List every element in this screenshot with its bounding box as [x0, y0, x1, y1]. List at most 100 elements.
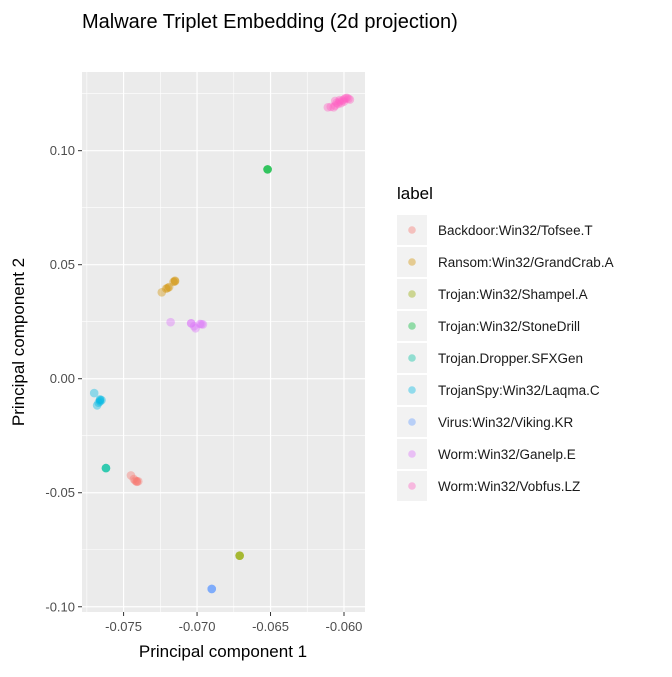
legend-label: Worm:Win32/Ganelp.E	[438, 447, 576, 462]
legend-key	[397, 407, 427, 437]
legend-swatch	[408, 322, 416, 330]
data-point	[170, 276, 180, 285]
data-point	[197, 319, 206, 329]
x-tick-label: -0.070	[179, 619, 216, 634]
legend-key	[397, 343, 427, 373]
data-point	[339, 95, 349, 104]
data-point	[164, 282, 174, 292]
legend-swatch	[408, 418, 416, 426]
data-point	[333, 99, 343, 109]
legend-swatch	[408, 258, 416, 266]
data-point	[89, 388, 99, 398]
data-point	[126, 471, 136, 480]
data-point	[198, 320, 208, 329]
data-point	[336, 98, 346, 108]
data-point	[235, 551, 244, 560]
data-point	[326, 102, 336, 112]
y-axis: -0.10 -0.05 0.00 0.05 0.10	[45, 143, 82, 614]
data-point	[101, 463, 111, 473]
legend-key	[397, 247, 427, 277]
data-point	[263, 165, 272, 174]
legend-label: TrojanSpy:Win32/Laqma.C	[438, 383, 600, 398]
data-point	[338, 96, 347, 105]
y-axis-label: Principal component 2	[9, 258, 28, 426]
legend-item: Worm:Win32/Vobfus.LZ	[397, 471, 580, 501]
legend-label: Trojan:Win32/StoneDrill	[438, 319, 580, 334]
plot-panel	[82, 72, 365, 612]
legend-swatch	[408, 386, 416, 394]
data-point	[95, 397, 105, 406]
legend-key	[397, 375, 427, 405]
legend-label: Backdoor:Win32/Tofsee.T	[438, 223, 593, 238]
data-point	[207, 584, 217, 594]
legend-swatch	[408, 482, 416, 490]
data-point	[330, 96, 340, 106]
legend-key	[397, 279, 427, 309]
legend-label: Virus:Win32/Viking.KR	[438, 415, 574, 430]
data-point	[339, 97, 349, 106]
legend-label: Trojan.Dropper.SFXGen	[438, 351, 583, 366]
legend-label: Ransom:Win32/GrandCrab.A	[438, 255, 614, 270]
y-tick-label: -0.10	[45, 599, 75, 614]
data-point	[329, 103, 339, 112]
data-point	[131, 476, 140, 485]
legend-item: Trojan:Win32/Shampel.A	[397, 279, 588, 309]
data-point	[101, 463, 111, 473]
legend-key	[397, 439, 427, 469]
x-tick-label: -0.060	[326, 619, 363, 634]
data-point	[207, 584, 217, 594]
legend-key	[397, 311, 427, 341]
legend-item: Worm:Win32/Ganelp.E	[397, 439, 576, 469]
x-axis: -0.075 -0.070 -0.065 -0.060	[105, 612, 362, 634]
legend-title: label	[397, 184, 433, 203]
legend-item: Virus:Win32/Viking.KR	[397, 407, 574, 437]
data-point	[161, 284, 171, 293]
data-point	[95, 394, 105, 404]
legend-item: Trojan:Win32/StoneDrill	[397, 311, 580, 341]
data-point	[170, 277, 180, 286]
data-point	[186, 319, 196, 328]
legend-label: Worm:Win32/Vobfus.LZ	[438, 479, 580, 494]
data-point	[101, 463, 111, 473]
y-tick-label: 0.05	[50, 257, 75, 272]
legend-label: Trojan:Win32/Shampel.A	[438, 287, 588, 302]
data-point	[95, 395, 105, 405]
data-point	[166, 317, 175, 327]
data-point	[133, 477, 143, 486]
data-point	[132, 477, 142, 487]
data-point	[163, 283, 172, 293]
data-point	[195, 319, 205, 329]
data-point	[92, 401, 102, 410]
data-point	[323, 103, 333, 112]
legend-key	[397, 215, 427, 245]
data-point	[97, 395, 106, 405]
data-point	[335, 97, 344, 106]
data-point	[332, 98, 341, 108]
legend-item: Trojan.Dropper.SFXGen	[397, 343, 583, 373]
data-point	[94, 398, 103, 407]
data-points	[89, 93, 355, 594]
grid-lines	[82, 72, 365, 612]
data-point	[263, 165, 272, 174]
data-point	[129, 474, 139, 484]
data-point	[263, 165, 272, 174]
y-tick-label: -0.05	[45, 485, 75, 500]
chart-title: Malware Triplet Embedding (2d projection…	[82, 11, 458, 33]
data-point	[344, 94, 353, 103]
data-point	[235, 551, 244, 560]
data-point	[189, 321, 199, 331]
data-point	[335, 95, 344, 105]
x-tick-label: -0.075	[105, 619, 142, 634]
data-point	[341, 93, 350, 103]
legend: Backdoor:Win32/Tofsee.T Ransom:Win32/Gran…	[397, 215, 614, 501]
data-point	[345, 95, 355, 104]
legend-item: Backdoor:Win32/Tofsee.T	[397, 215, 593, 245]
legend-swatch	[408, 450, 416, 458]
legend-swatch	[408, 354, 416, 362]
legend-swatch	[408, 226, 416, 234]
data-point	[342, 93, 352, 103]
data-point	[186, 319, 196, 328]
x-axis-label: Principal component 1	[139, 642, 307, 661]
legend-item: Ransom:Win32/GrandCrab.A	[397, 247, 614, 277]
